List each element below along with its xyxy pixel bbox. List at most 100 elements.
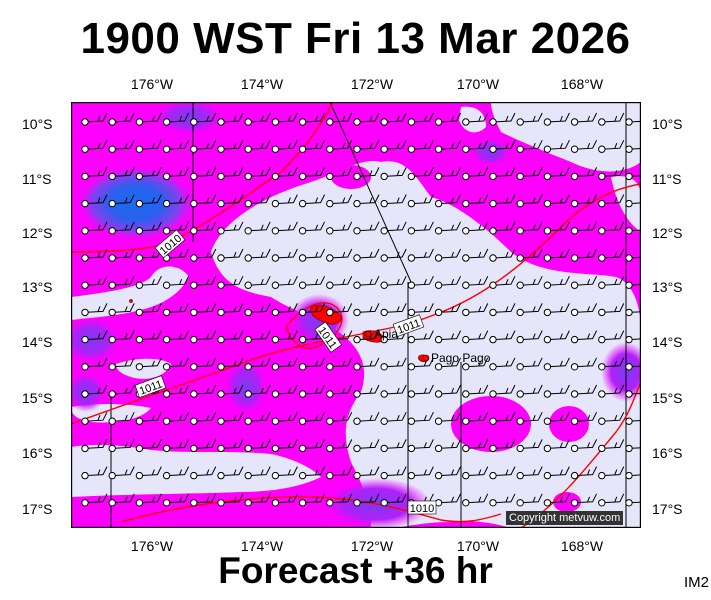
wind-barb [465, 139, 489, 150]
station-marker [244, 363, 252, 371]
wind-barb [329, 139, 353, 150]
station-marker [625, 145, 633, 153]
wind-barb [329, 357, 353, 368]
wind-barb [411, 384, 434, 395]
station-marker [353, 363, 361, 371]
station-marker [570, 471, 579, 480]
station-marker [244, 417, 252, 425]
lat-tick-right: 11°S [652, 171, 682, 187]
wind-barb [465, 303, 489, 313]
station-marker [489, 444, 497, 453]
station-marker [244, 335, 252, 344]
wind-barb [520, 194, 543, 205]
wind-barb [601, 139, 625, 150]
station-marker [108, 118, 116, 126]
wind-barb [384, 384, 407, 395]
station-marker [108, 363, 116, 371]
station-marker [570, 444, 579, 453]
station-marker [326, 254, 334, 262]
lat-tick-left: 11°S [22, 171, 52, 187]
wind-barb [329, 303, 353, 313]
wind-barb [193, 221, 217, 232]
station-marker [598, 227, 606, 235]
wind-barb [574, 303, 598, 313]
wind-barb [601, 357, 625, 368]
wind-barb [520, 493, 543, 504]
wind-barb [248, 466, 271, 477]
station-marker [543, 281, 552, 289]
wind-barb [248, 112, 271, 123]
station-marker [244, 172, 252, 181]
station-marker [190, 335, 198, 344]
station-marker [326, 444, 334, 453]
station-marker [271, 172, 280, 181]
wind-barb [384, 112, 407, 123]
station-marker [81, 499, 89, 507]
station-marker [489, 335, 497, 344]
wind-barb [356, 303, 380, 313]
station-marker [543, 471, 552, 480]
station-marker [298, 308, 307, 317]
station-marker [516, 145, 524, 153]
station-marker [489, 145, 497, 153]
station-marker [217, 308, 225, 317]
station-marker [598, 417, 606, 425]
wind-barb [601, 275, 625, 286]
station-marker [353, 145, 361, 153]
station-marker [543, 172, 552, 181]
wind-barb [438, 194, 462, 205]
wind-barb [438, 466, 462, 477]
wind-barb [112, 112, 135, 123]
lon-tick-top: 174°W [240, 76, 284, 92]
station-marker [298, 499, 307, 507]
wind-barb [520, 303, 543, 313]
station-marker [81, 308, 89, 317]
station-marker [598, 363, 606, 371]
station-marker [462, 281, 470, 289]
station-marker [135, 335, 144, 344]
station-marker [462, 199, 470, 208]
station-marker [190, 227, 198, 235]
station-marker [516, 118, 524, 126]
wind-barb [275, 221, 298, 232]
place-markers: Apia Pago Pago [364, 327, 491, 365]
station-marker [81, 254, 89, 262]
station-marker [244, 281, 252, 289]
station-marker [135, 308, 144, 317]
wind-barb [275, 303, 298, 313]
wind-barb [601, 221, 625, 232]
wind-barb [492, 139, 516, 150]
station-marker [570, 254, 579, 262]
station-marker [462, 363, 470, 371]
station-marker [434, 199, 443, 208]
wind-barb [166, 439, 190, 449]
wind-barb [547, 493, 570, 504]
station-marker [570, 499, 579, 507]
station-marker [407, 254, 416, 262]
wind-barb [112, 439, 135, 449]
station-marker [625, 417, 633, 425]
wind-barb [438, 493, 462, 504]
wind-barb [275, 384, 298, 395]
wind-barb [302, 357, 326, 368]
wind-barb [329, 411, 353, 422]
station-marker [190, 390, 198, 398]
wind-barb [302, 439, 326, 449]
station-marker [326, 308, 334, 317]
station-marker [244, 308, 252, 317]
station-marker [434, 281, 443, 289]
station-marker [543, 199, 552, 208]
wind-barb [492, 493, 516, 504]
station-marker [353, 308, 361, 317]
wind-barb [547, 357, 570, 368]
wind-barb [574, 221, 598, 232]
station-marker [570, 281, 579, 289]
station-marker [244, 145, 252, 153]
station-marker [108, 145, 116, 153]
wind-barb [112, 493, 135, 504]
isobar-label: 1010 [410, 503, 434, 515]
wind-barb [356, 248, 380, 259]
lat-tick-left: 15°S [22, 390, 53, 406]
wind-barb [438, 248, 462, 259]
station-marker [434, 118, 443, 126]
